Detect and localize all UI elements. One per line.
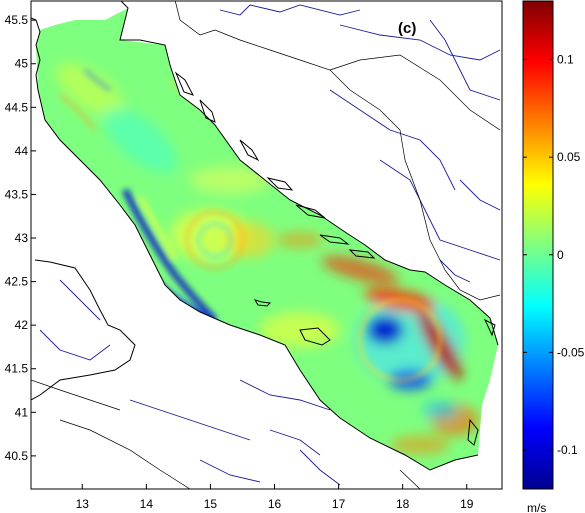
latitude-tick-label: 43 [15, 231, 29, 245]
rivers [39, 4, 501, 486]
colorbar-unit-label: m/s [527, 501, 546, 513]
colorbar-tick-label: -0.05 [557, 345, 585, 359]
latitude-tick-label: 41 [15, 405, 29, 419]
latitude-tick-label: 44 [15, 144, 29, 158]
latitude-tick-label: 42.5 [5, 275, 29, 289]
longitude-axis: 13 14 15 16 17 18 19 [76, 484, 474, 511]
longitude-tick-label: 13 [76, 497, 90, 511]
panel-label: (c) [398, 20, 416, 37]
latitude-tick-label: 41.5 [5, 362, 29, 376]
country-borders [31, 1, 501, 489]
latitude-tick-label: 42 [15, 318, 29, 332]
colorbar-tick-label: 0.05 [557, 150, 581, 164]
latitude-tick-label: 44.5 [5, 100, 29, 114]
map-panel: (c) [31, 1, 502, 489]
colorbar-tick-label: 0.1 [557, 53, 574, 67]
latitude-tick-label: 40.5 [5, 449, 29, 463]
latitude-tick-label: 45.5 [5, 13, 29, 27]
latitude-tick-label: 45 [15, 57, 29, 71]
longitude-tick-label: 14 [140, 497, 154, 511]
map-axes-frame [30, 0, 503, 490]
colorbar-gradient [522, 0, 554, 490]
longitude-tick-label: 19 [460, 497, 474, 511]
latitude-tick-label: 43.5 [5, 187, 29, 201]
colorbar: 0.1 0.05 0 -0.05 -0.1 m/s [522, 0, 585, 513]
colorbar-ticks: 0.1 0.05 0 -0.05 -0.1 [523, 53, 585, 457]
latitude-axis: 45.5 45 44.5 44 43.5 43 42.5 42 41.5 41 40.5 [5, 13, 36, 463]
colorbar-tick-label: 0 [557, 248, 564, 262]
longitude-tick-label: 16 [268, 497, 282, 511]
longitude-tick-label: 17 [332, 497, 346, 511]
velocity-field [36, 8, 498, 470]
colorbar-tick-label: -0.1 [557, 443, 578, 457]
longitude-tick-label: 15 [204, 497, 218, 511]
longitude-tick-label: 18 [396, 497, 410, 511]
coastlines [31, 1, 499, 471]
